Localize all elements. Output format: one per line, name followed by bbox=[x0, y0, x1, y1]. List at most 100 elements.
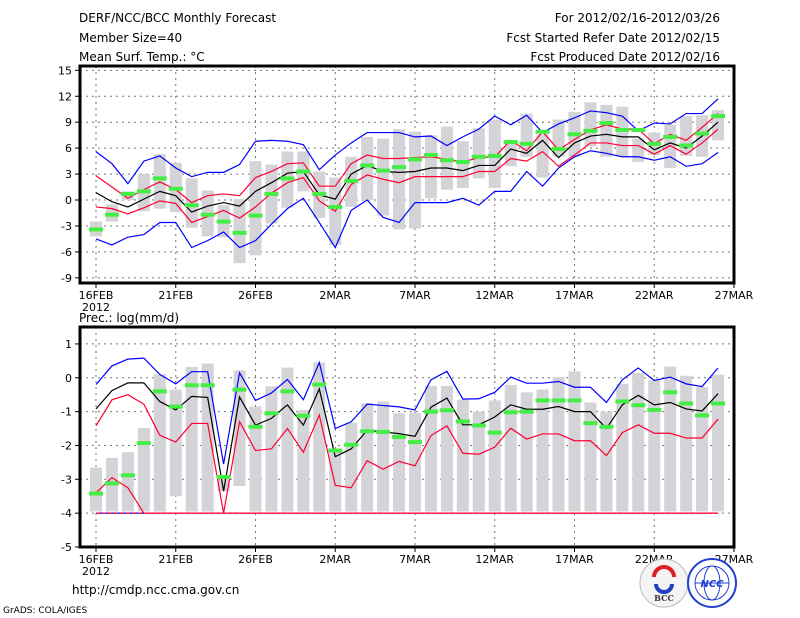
observed-marker bbox=[264, 411, 279, 416]
observed-marker bbox=[248, 213, 263, 218]
observed-marker bbox=[711, 114, 726, 119]
observed-marker bbox=[120, 191, 135, 196]
observed-marker bbox=[376, 429, 391, 434]
series-line-mean bbox=[95, 121, 719, 213]
series-line-min bbox=[95, 150, 719, 249]
range-bar bbox=[456, 141, 469, 188]
x-tick-label: 27MAR bbox=[715, 289, 754, 302]
series-line-lower bbox=[95, 128, 719, 224]
observed-marker bbox=[455, 159, 470, 164]
observed-marker bbox=[503, 410, 518, 415]
observed-marker bbox=[200, 383, 215, 388]
range-bar bbox=[90, 467, 102, 512]
series-line-max bbox=[95, 98, 719, 185]
range-bar bbox=[249, 161, 262, 256]
observed-marker bbox=[567, 132, 582, 137]
observed-marker bbox=[360, 429, 375, 434]
x-tick-label: 2MAR bbox=[319, 289, 351, 302]
observed-marker bbox=[296, 169, 311, 174]
y-tick-label: 3 bbox=[65, 168, 72, 181]
observed-marker bbox=[104, 481, 119, 486]
figure-title: DERF/NCC/BCC Monthly Forecast bbox=[79, 11, 276, 25]
range-bar bbox=[169, 389, 182, 497]
range-bar bbox=[456, 399, 469, 512]
forecast-start-date: Fcst Started Refer Date 2012/02/15 bbox=[506, 31, 720, 45]
observed-marker bbox=[264, 191, 279, 196]
observed-marker bbox=[551, 146, 566, 151]
observed-marker bbox=[360, 163, 375, 168]
precipitation-chart: 1 0 -1 -2 -3 -4 -5 16FEB 21FEB 26FEB 2MAR 7MAR 12MAR… bbox=[61, 325, 754, 578]
observed-marker bbox=[344, 178, 359, 183]
observed-marker bbox=[679, 401, 694, 406]
observed-marker bbox=[136, 441, 151, 446]
range-bar bbox=[424, 135, 437, 199]
observed-marker bbox=[312, 382, 327, 387]
observed-marker bbox=[583, 128, 598, 133]
y-tick-label: 6 bbox=[65, 142, 72, 155]
range-bar bbox=[424, 385, 437, 512]
source-url[interactable]: http://cmdp.ncc.cma.gov.cn bbox=[72, 583, 239, 597]
y-tick-label: -3 bbox=[61, 220, 72, 233]
ncc-logo: NCC bbox=[687, 558, 737, 608]
range-bar bbox=[680, 116, 693, 156]
observed-marker bbox=[120, 473, 135, 478]
bcc-logo: BCC bbox=[639, 558, 689, 608]
range-bar bbox=[600, 411, 613, 512]
observed-marker bbox=[216, 474, 231, 479]
observed-marker bbox=[663, 134, 678, 139]
plot-frame bbox=[78, 64, 736, 285]
y-tick-label: -1 bbox=[61, 406, 72, 419]
observed-marker bbox=[487, 430, 502, 435]
range-bar bbox=[249, 406, 262, 512]
range-bar bbox=[361, 136, 374, 201]
x-tick-label: 12MAR bbox=[475, 553, 514, 566]
observed-marker bbox=[647, 407, 662, 412]
range-bar bbox=[137, 427, 150, 512]
observed-marker bbox=[503, 140, 518, 145]
range-bar bbox=[568, 371, 581, 512]
observed-marker bbox=[423, 153, 438, 158]
range-bar bbox=[233, 370, 246, 487]
observed-marker bbox=[89, 227, 103, 232]
range-bar bbox=[504, 140, 517, 167]
range-bar bbox=[361, 403, 374, 512]
range-bar bbox=[393, 129, 406, 230]
observed-marker bbox=[519, 141, 534, 146]
observed-marker bbox=[328, 448, 343, 453]
observed-marker bbox=[104, 212, 119, 217]
observed-marker bbox=[423, 409, 438, 414]
observed-marker bbox=[471, 154, 486, 159]
observed-marker bbox=[392, 435, 407, 439]
y-tick-label: 15 bbox=[58, 64, 72, 77]
y-tick-label: -3 bbox=[61, 473, 72, 486]
observed-marker bbox=[89, 491, 103, 496]
observed-marker bbox=[663, 390, 678, 395]
observed-marker bbox=[567, 398, 582, 403]
x-tick-label: 7MAR bbox=[399, 289, 431, 302]
x-tick-label: 12MAR bbox=[475, 289, 514, 302]
range-bar bbox=[584, 102, 597, 147]
observed-marker bbox=[152, 176, 167, 181]
x-tick-label: 7MAR bbox=[399, 553, 431, 566]
observed-marker bbox=[152, 389, 167, 394]
x-year-label: 2012 bbox=[82, 565, 110, 578]
x-tick-label: 17MAR bbox=[555, 289, 594, 302]
range-bar bbox=[536, 134, 549, 178]
observed-marker bbox=[312, 191, 327, 196]
observed-marker bbox=[376, 168, 391, 173]
observed-marker bbox=[551, 398, 566, 403]
observed-marker bbox=[216, 219, 231, 224]
observed-marker bbox=[232, 387, 247, 392]
x-tick-label: 22MAR bbox=[635, 289, 674, 302]
y-tick-label: 1 bbox=[65, 338, 72, 351]
observed-marker bbox=[615, 127, 630, 132]
observed-marker bbox=[136, 189, 151, 194]
range-bar bbox=[440, 385, 453, 512]
x-tick-label: 26FEB bbox=[238, 553, 273, 566]
range-bar bbox=[297, 409, 310, 512]
range-bar bbox=[377, 401, 390, 512]
observed-marker bbox=[471, 423, 486, 428]
observed-marker bbox=[168, 186, 183, 191]
plot-frame bbox=[78, 325, 736, 549]
